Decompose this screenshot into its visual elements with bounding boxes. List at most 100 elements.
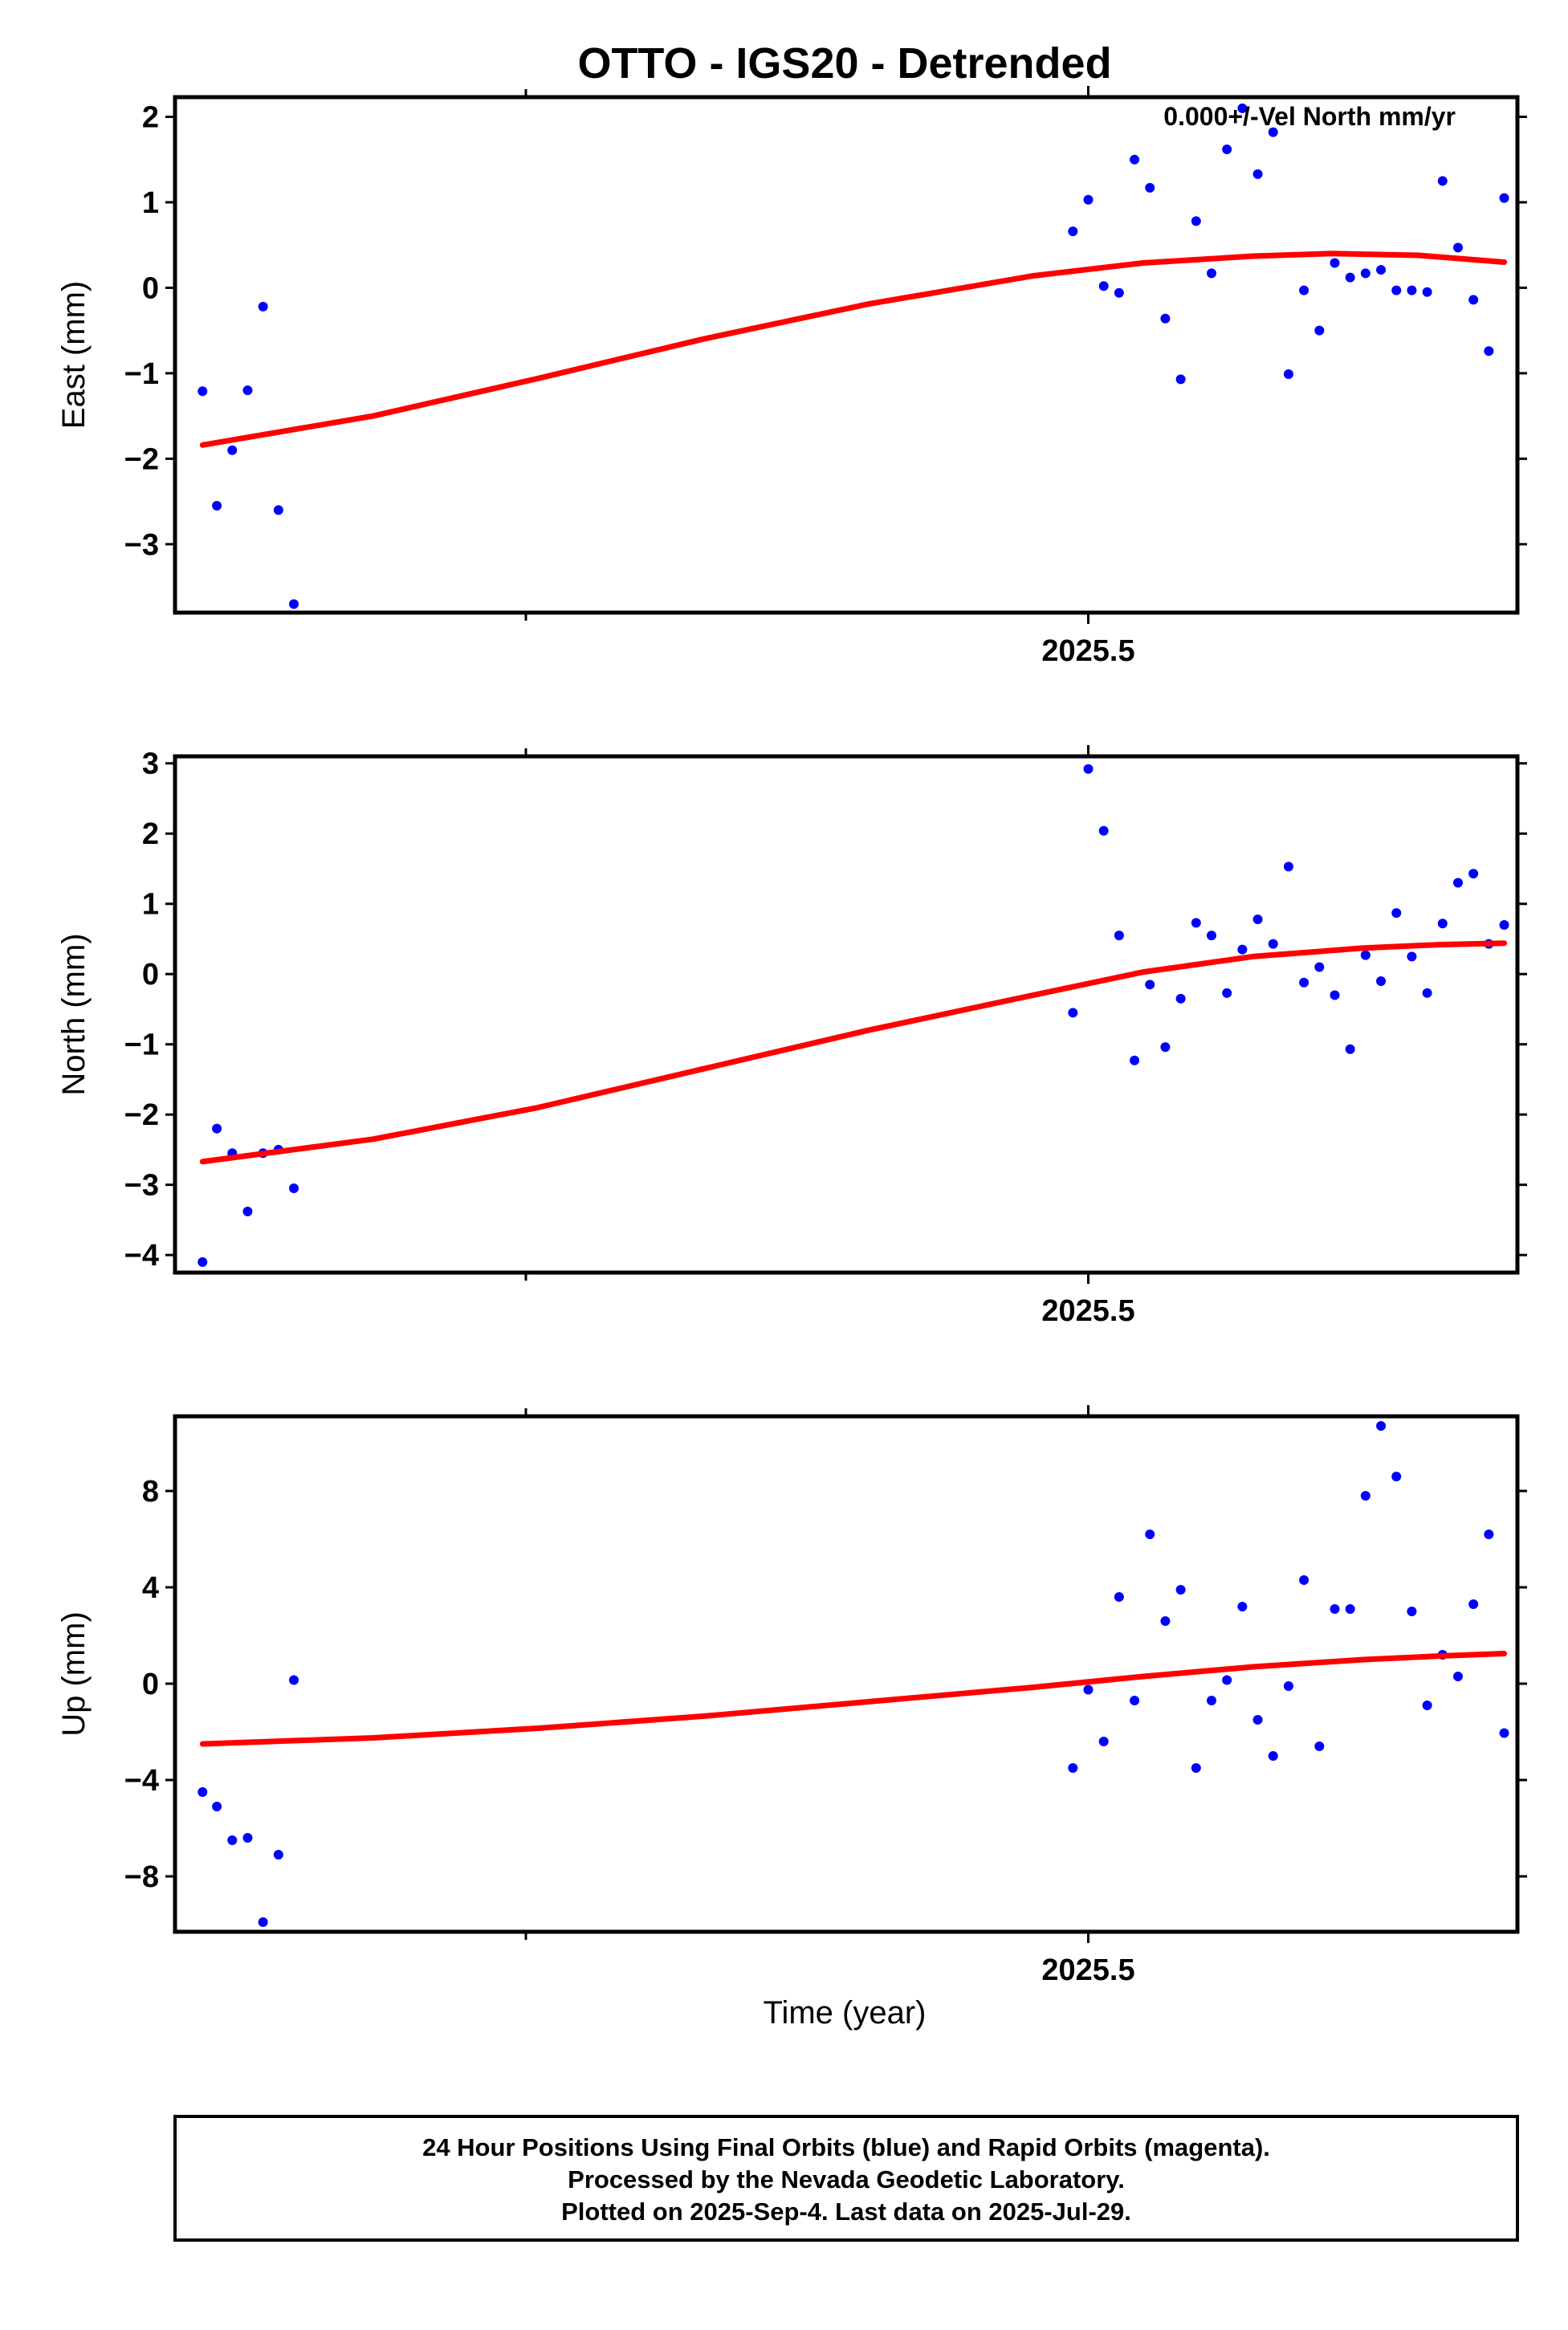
north-ytick-label: −4: [124, 1239, 159, 1273]
up-data-point: [1330, 1604, 1340, 1614]
east-data-point: [1283, 369, 1293, 379]
east-plot-frame: [173, 95, 1520, 615]
east-ytick-label: −2: [124, 442, 159, 476]
up-data-point: [1484, 1530, 1494, 1539]
east-data-point: [198, 386, 208, 397]
up-data-point: [242, 1833, 253, 1843]
up-data-point: [1191, 1763, 1201, 1773]
east-data-point: [1160, 313, 1171, 324]
up-data-point: [1499, 1728, 1509, 1738]
up-xtick-label: 2025.5: [1041, 1953, 1134, 1987]
east-data-point: [1191, 216, 1201, 226]
east-data-point: [1083, 194, 1094, 205]
east-data-point: [289, 599, 299, 609]
north-data-point: [1437, 919, 1448, 929]
up-data-point: [1098, 1737, 1109, 1746]
north-ytick-label: −1: [124, 1029, 159, 1062]
east-data-point: [212, 500, 222, 511]
east-ylabel: East (mm): [56, 281, 92, 429]
up-data-point: [289, 1675, 299, 1685]
north-data-point: [1222, 988, 1232, 998]
up-ytick-label: −4: [124, 1764, 159, 1798]
up-data-point: [1283, 1681, 1293, 1691]
north-xtick-label: 2025.5: [1041, 1294, 1134, 1328]
east-data-point: [1207, 268, 1217, 279]
up-data-point: [1068, 1763, 1078, 1773]
east-data-point: [273, 505, 283, 515]
north-data-point: [1098, 825, 1109, 836]
east-data-point: [1437, 176, 1448, 186]
north-data-point: [1422, 988, 1432, 998]
up-plot-frame: [173, 1414, 1520, 1934]
up-data-point: [1145, 1530, 1155, 1539]
north-ylabel: North (mm): [56, 933, 92, 1095]
north-data-point: [1252, 914, 1263, 924]
north-data-point: [1407, 951, 1417, 962]
up-fit-line: [199, 1651, 1508, 1747]
up-data-point: [1268, 1751, 1278, 1761]
up-data-point: [1114, 1592, 1124, 1602]
north-data-point: [289, 1183, 299, 1194]
east-xtick-label: 2025.5: [1041, 634, 1134, 668]
figure-title: OTTO - IGS20 - Detrended: [577, 39, 1111, 88]
footer-line-2: Processed by the Nevada Geodetic Laborat…: [568, 2165, 1125, 2194]
east-data-point: [1114, 287, 1124, 298]
north-fit-line: [199, 940, 1508, 1165]
north-ytick-label: −2: [124, 1098, 159, 1132]
north-data-point: [1268, 939, 1278, 949]
up-data-point: [1252, 1715, 1263, 1725]
up-xlabel: Time (year): [764, 1995, 927, 2031]
north-data-point: [1376, 976, 1387, 986]
north-data-point: [1499, 919, 1509, 930]
north-ytick-label: 1: [142, 888, 159, 922]
east-data-point: [1330, 258, 1340, 268]
east-data-point: [1468, 295, 1479, 305]
east-data-point: [1299, 285, 1309, 295]
east-data-point: [1098, 281, 1109, 291]
footer-box: 24 Hour Positions Using Final Orbits (bl…: [173, 2115, 1519, 2242]
up-data-point: [1391, 1472, 1402, 1481]
north-data-point: [242, 1206, 253, 1216]
footer-line-3: Plotted on 2025-Sep-4. Last data on 2025…: [561, 2198, 1131, 2226]
north-data-point: [1314, 962, 1325, 972]
north-plot-frame: [173, 754, 1520, 1275]
east-data-point: [1175, 374, 1186, 385]
north-data-point: [1207, 931, 1217, 941]
up-data-point: [1407, 1607, 1417, 1616]
east-ytick-label: −3: [124, 528, 159, 562]
north-data-point: [1468, 869, 1479, 879]
north-data-point: [1452, 878, 1463, 888]
up-data-point: [1207, 1696, 1217, 1705]
up-data-point: [1468, 1599, 1479, 1609]
east-data-point: [1391, 285, 1402, 295]
east-data-point: [1345, 272, 1355, 283]
east-data-point: [1407, 285, 1417, 295]
north-data-point: [1360, 950, 1370, 960]
up-data-point: [198, 1787, 208, 1797]
east-data-point: [1376, 265, 1387, 275]
footer-frame: [173, 2115, 1519, 2242]
up-ylabel: Up (mm): [56, 1611, 92, 1737]
east-data-point: [258, 301, 268, 312]
up-data-point: [1222, 1675, 1232, 1685]
up-data-point: [212, 1802, 222, 1811]
north-data-point: [198, 1257, 208, 1267]
east-data-point: [1145, 182, 1155, 193]
north-data-point: [1175, 993, 1186, 1004]
north-panel: −4 −3 −2 −1 0 1 2 3 2025.5 North (mm): [56, 745, 1527, 1328]
up-panel: −8 −4 0 4 8 2025.5 Up (mm) Time (year): [56, 1405, 1527, 2031]
up-data-point: [1452, 1672, 1463, 1681]
east-fit-line: [199, 251, 1508, 448]
east-ytick-label: 1: [142, 186, 159, 220]
east-ytick-label: 2: [142, 100, 159, 134]
north-data-point: [1299, 977, 1309, 988]
up-data-point: [1130, 1696, 1140, 1705]
east-data-point: [227, 445, 238, 455]
north-data-point: [1145, 980, 1155, 990]
footer-line-1: 24 Hour Positions Using Final Orbits (bl…: [422, 2133, 1270, 2161]
north-data-point: [1283, 862, 1293, 872]
north-data-point: [1330, 990, 1340, 1000]
north-data-point: [1130, 1055, 1140, 1065]
up-data-point: [1376, 1421, 1387, 1431]
